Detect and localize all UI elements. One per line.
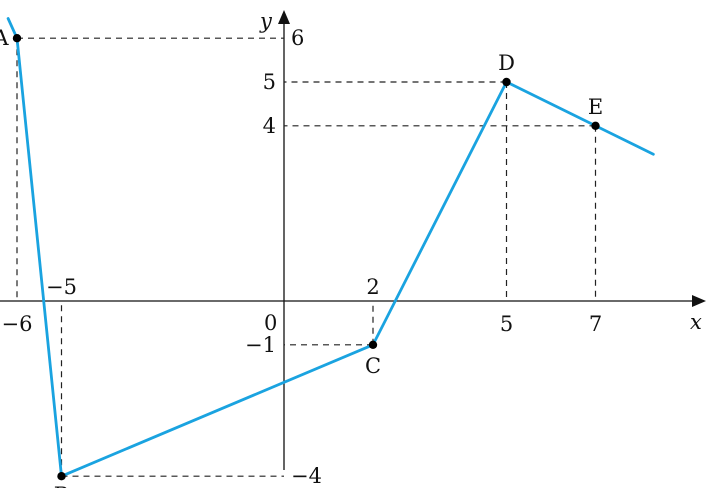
- point-c: [368, 340, 378, 349]
- polyline-curve-layer: [6, 17, 655, 478]
- point-label-b: B: [54, 483, 69, 488]
- point-label-a: A: [0, 26, 9, 50]
- x-tick-label: 7: [589, 312, 602, 336]
- x-tick-label: 5: [500, 312, 513, 336]
- point-d: [502, 77, 511, 87]
- x-tick-label: 2: [366, 275, 379, 299]
- point-b: [57, 472, 66, 481]
- guide-lines: [16, 37, 597, 477]
- y-tick-label: 4: [263, 114, 276, 138]
- y-tick-label: −1: [245, 333, 276, 357]
- origin-label: 0: [264, 311, 277, 335]
- points-layer: A B C D E: [0, 26, 603, 488]
- y-tick-label: 5: [263, 70, 276, 94]
- point-label-e: E: [588, 95, 603, 119]
- x-axis-arrow-icon: [692, 295, 706, 307]
- x-tick-label: −5: [46, 275, 77, 299]
- y-axis-name: y: [259, 9, 273, 33]
- x-tick-label: −6: [2, 312, 33, 336]
- point-e: [591, 121, 600, 130]
- x-axis-name: x: [690, 310, 702, 334]
- y-tick-label: −4: [291, 464, 322, 488]
- function-curve: [6, 17, 655, 478]
- point-label-c: C: [365, 354, 381, 378]
- y-tick-label: 6: [291, 26, 304, 50]
- point-label-d: D: [498, 51, 515, 75]
- point-a: [12, 34, 22, 43]
- y-axis-arrow-icon: [278, 10, 290, 24]
